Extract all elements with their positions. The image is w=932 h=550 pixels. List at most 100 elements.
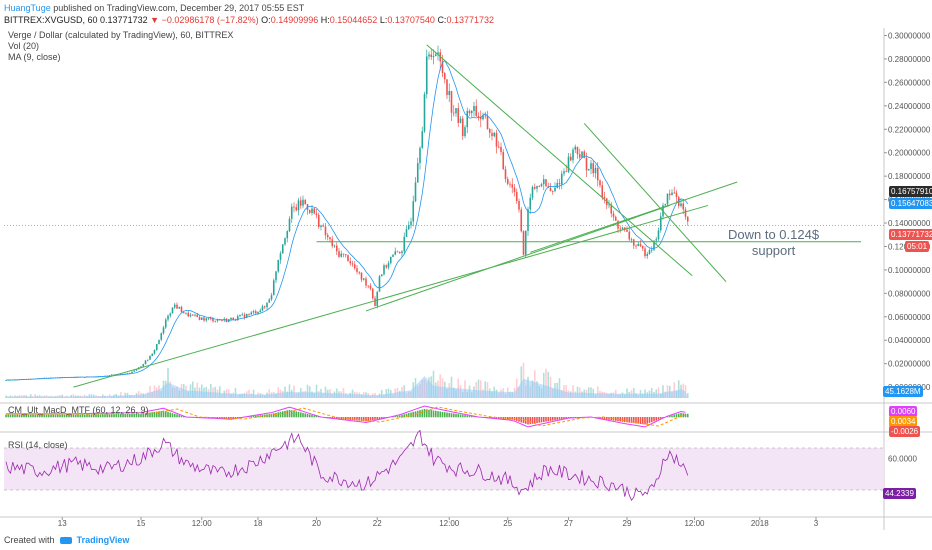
macd-histogram-bar	[66, 415, 68, 418]
candle-body	[264, 306, 266, 307]
candle-body	[253, 311, 255, 312]
candle-body	[455, 108, 457, 113]
macd-histogram-bar	[376, 417, 378, 419]
macd-histogram-bar	[52, 415, 54, 418]
candle-body	[298, 200, 300, 210]
candle-body	[570, 157, 572, 161]
y-tick-label: 0.14000000	[888, 219, 931, 228]
tradingview-brand[interactable]: TradingView	[77, 535, 130, 545]
macd-histogram-bar	[554, 417, 556, 420]
volume-tag: 45.1628M	[883, 386, 923, 397]
candle-body	[529, 198, 531, 210]
candle-body	[311, 208, 313, 212]
publish-line: HuangTuge published on TradingView.com, …	[4, 3, 304, 13]
candle-body	[190, 315, 192, 317]
candle-body	[127, 373, 129, 374]
macd-legend[interactable]: CM_Ult_MacD_MTF (60, 12, 26, 9)	[8, 405, 149, 415]
candle-body	[160, 333, 162, 340]
x-tick-label: 20	[312, 519, 321, 528]
macd-histogram-bar	[624, 417, 626, 422]
x-tick-label: 27	[564, 519, 573, 528]
candle-body	[520, 210, 522, 232]
candle-body	[372, 289, 374, 299]
y-tick-label: 0.06000000	[888, 313, 931, 322]
candle-body	[194, 315, 196, 316]
macd-histogram-bar	[41, 415, 43, 418]
candle-body	[507, 179, 509, 184]
candle-body	[680, 204, 682, 207]
macd-histogram-bar	[615, 417, 617, 421]
high-value: 0.15044652	[330, 15, 378, 25]
macd-histogram-bar	[433, 410, 435, 417]
candle-body	[538, 186, 540, 187]
macd-histogram-bar	[469, 416, 471, 418]
candle-body	[446, 79, 448, 95]
macd-histogram-bar	[70, 415, 72, 418]
candle-body	[462, 119, 464, 137]
candle-body	[541, 184, 543, 186]
candle-body	[471, 111, 473, 113]
x-tick-label: 15	[137, 519, 146, 528]
candle-body	[561, 174, 563, 185]
macd-histogram-bar	[298, 412, 300, 417]
candle-body	[532, 187, 534, 198]
candle-body	[203, 317, 205, 320]
macd-histogram-bar	[289, 410, 291, 418]
candle-body	[356, 268, 358, 272]
macd-histogram-bar	[73, 415, 75, 418]
macd-histogram-bar	[556, 417, 558, 420]
candle-body	[210, 318, 212, 319]
open-label: O:	[261, 15, 271, 25]
candle-body	[408, 225, 410, 229]
candle-body	[644, 248, 646, 256]
open-value: 0.14909996	[271, 15, 319, 25]
macd-histogram-bar	[253, 416, 255, 417]
macd-histogram-bar	[462, 415, 464, 418]
candle-body	[453, 113, 455, 114]
main-series-legend[interactable]: Verge / Dollar (calculated by TradingVie…	[8, 30, 233, 40]
close-value: 0.13771732	[446, 15, 494, 25]
candle-body	[302, 200, 304, 206]
candle-body	[604, 197, 606, 199]
candle-body	[628, 232, 630, 240]
volume-legend[interactable]: Vol (20)	[8, 41, 39, 51]
rsi-level-label: 60.0000	[888, 455, 917, 464]
volume-ma-area	[6, 376, 688, 398]
y-tick-label: 0.08000000	[888, 289, 931, 298]
candle-body	[478, 116, 480, 117]
candle-body	[687, 217, 689, 222]
macd-histogram-bar	[534, 417, 536, 423]
candle-body	[316, 213, 318, 214]
macd-histogram-bar	[304, 413, 306, 417]
rsi-legend[interactable]: RSI (14, close)	[8, 440, 68, 450]
macd-histogram-bar	[12, 415, 14, 418]
y-tick-label: 0.28000000	[888, 55, 931, 64]
macd-histogram-bar	[437, 411, 439, 417]
annotation-line-2: support	[728, 243, 819, 259]
candle-body	[435, 54, 437, 56]
candle-body	[489, 129, 491, 133]
x-tick-label: 29	[623, 519, 632, 528]
candle-body	[381, 274, 383, 276]
candle-body	[286, 231, 288, 238]
candle-body	[676, 193, 678, 198]
candle-body	[579, 154, 581, 157]
macd-histogram-bar	[507, 417, 509, 419]
ma-legend[interactable]: MA (9, close)	[8, 52, 61, 62]
macd-histogram-bar	[43, 415, 45, 418]
author-link[interactable]: HuangTuge	[4, 3, 51, 13]
macd-histogram-bar	[658, 417, 660, 420]
support-annotation[interactable]: Down to 0.124$ support	[728, 227, 819, 259]
candle-body	[577, 147, 579, 154]
macd-histogram-bar	[14, 415, 16, 418]
candle-body	[361, 273, 363, 280]
candle-body	[421, 131, 423, 148]
candle-body	[187, 313, 189, 317]
candle-body	[419, 148, 421, 163]
candle-body	[178, 307, 180, 309]
candle-body	[390, 257, 392, 263]
x-tick-label: 12:00	[684, 519, 705, 528]
symbol-label[interactable]: BITTREX:XVGUSD, 60	[4, 15, 98, 25]
